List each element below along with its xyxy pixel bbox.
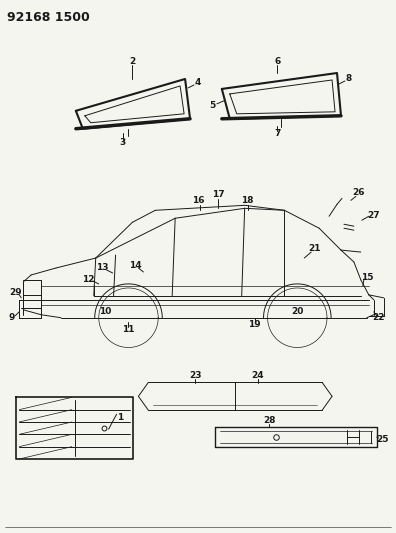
Text: 20: 20 <box>291 307 303 316</box>
Text: 26: 26 <box>352 188 365 197</box>
Text: 16: 16 <box>192 196 204 205</box>
Text: 27: 27 <box>367 211 380 220</box>
Text: 14: 14 <box>129 261 142 270</box>
Text: 1: 1 <box>118 413 124 422</box>
Text: 3: 3 <box>120 138 126 147</box>
Text: 6: 6 <box>274 56 280 66</box>
Text: 25: 25 <box>377 434 389 443</box>
Text: 18: 18 <box>242 196 254 205</box>
Text: 28: 28 <box>263 416 276 425</box>
Text: 17: 17 <box>211 190 224 199</box>
Text: 92168 1500: 92168 1500 <box>8 11 90 25</box>
Text: 8: 8 <box>346 75 352 84</box>
Text: 29: 29 <box>9 288 22 297</box>
Text: 11: 11 <box>122 325 135 334</box>
Text: 21: 21 <box>308 244 320 253</box>
Text: 22: 22 <box>373 313 385 322</box>
Text: 2: 2 <box>129 56 135 66</box>
Text: 23: 23 <box>189 371 201 380</box>
Text: 12: 12 <box>82 276 95 285</box>
Text: 19: 19 <box>248 320 261 329</box>
Text: 15: 15 <box>360 273 373 282</box>
Text: 24: 24 <box>251 371 264 380</box>
Text: 13: 13 <box>96 263 109 272</box>
Text: 9: 9 <box>8 313 15 322</box>
Text: 4: 4 <box>195 78 201 87</box>
Text: 10: 10 <box>99 307 112 316</box>
Text: 7: 7 <box>274 129 281 138</box>
Text: 5: 5 <box>209 101 215 110</box>
